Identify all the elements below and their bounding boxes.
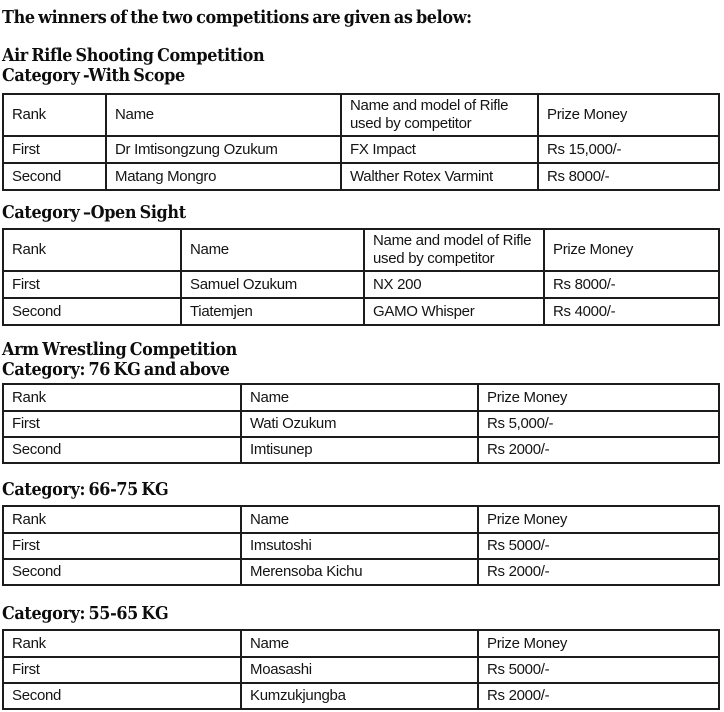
table-cell: Rs 8000/- — [537, 162, 720, 191]
column-header: Prize Money — [543, 228, 720, 272]
table-cell: Rs 5,000/- — [477, 410, 720, 438]
table-row: Second Imtisunep Rs 2000/- — [2, 436, 720, 464]
section-heading-arm-wrestling: Arm Wrestling Competition — [2, 339, 237, 360]
table-cell: Walther Rotex Varmint — [340, 162, 539, 191]
table-cell: Imtisunep — [240, 436, 479, 464]
winners-table-with-scope: Rank Name Name and model of Rifle used b… — [2, 93, 720, 191]
column-header: Prize Money — [477, 505, 720, 534]
table-row: First Wati Ozukum Rs 5,000/- — [2, 410, 720, 438]
table-cell: Rs 5000/- — [477, 532, 720, 560]
column-header: Name — [105, 93, 342, 137]
table-cell: Second — [2, 297, 182, 326]
table-cell: First — [2, 656, 242, 684]
table-cell: Samuel Ozukum — [180, 270, 365, 299]
winners-table-66-75kg: Rank Name Prize Money First Imsutoshi Rs… — [2, 505, 720, 586]
table-header-row: Rank Name Name and model of Rifle used b… — [2, 93, 720, 137]
table-row: First Imsutoshi Rs 5000/- — [2, 532, 720, 560]
table-cell: GAMO Whisper — [363, 297, 545, 326]
table-cell: Dr Imtisongzung Ozukum — [105, 135, 342, 164]
table-cell: Rs 2000/- — [477, 436, 720, 464]
table-cell: Wati Ozukum — [240, 410, 479, 438]
table-cell: Rs 4000/- — [543, 297, 720, 326]
table-row: Second Kumzukjungba Rs 2000/- — [2, 682, 720, 710]
table-cell: Moasashi — [240, 656, 479, 684]
category-heading-66-75kg: Category: 66-75 KG — [2, 479, 169, 500]
winners-table-open-sight: Rank Name Name and model of Rifle used b… — [2, 228, 720, 326]
table-cell: Second — [2, 558, 242, 586]
table-cell: Imsutoshi — [240, 532, 479, 560]
column-header: Rank — [2, 383, 242, 412]
table-cell: FX Impact — [340, 135, 539, 164]
table-cell: Rs 2000/- — [477, 558, 720, 586]
table-cell: First — [2, 410, 242, 438]
category-heading-55-65kg: Category: 55-65 KG — [2, 603, 169, 624]
column-header: Name — [240, 383, 479, 412]
table-header-row: Rank Name Name and model of Rifle used b… — [2, 228, 720, 272]
table-header-row: Rank Name Prize Money — [2, 383, 720, 412]
column-header: Name — [180, 228, 365, 272]
section-heading-air-rifle: Air Rifle Shooting Competition — [2, 45, 265, 66]
column-header: Rank — [2, 629, 242, 658]
table-cell: Second — [2, 162, 107, 191]
table-cell: Tiatemjen — [180, 297, 365, 326]
table-cell: First — [2, 270, 182, 299]
table-cell: Matang Mongro — [105, 162, 342, 191]
winners-table-76kg: Rank Name Prize Money First Wati Ozukum … — [2, 383, 720, 464]
table-cell: First — [2, 135, 107, 164]
table-row: First Samuel Ozukum NX 200 Rs 8000/- — [2, 270, 720, 299]
table-cell: Merensoba Kichu — [240, 558, 479, 586]
category-heading-76kg: Category: 76 KG and above — [2, 359, 230, 380]
table-header-row: Rank Name Prize Money — [2, 629, 720, 658]
table-cell: Rs 2000/- — [477, 682, 720, 710]
table-header-row: Rank Name Prize Money — [2, 505, 720, 534]
column-header: Prize Money — [477, 629, 720, 658]
category-heading-with-scope: Category -With Scope — [2, 65, 185, 86]
column-header: Prize Money — [537, 93, 720, 137]
table-cell: First — [2, 532, 242, 560]
table-row: First Dr Imtisongzung Ozukum FX Impact R… — [2, 135, 720, 164]
column-header: Name — [240, 629, 479, 658]
table-row: First Moasashi Rs 5000/- — [2, 656, 720, 684]
table-cell: Second — [2, 436, 242, 464]
table-cell: Rs 5000/- — [477, 656, 720, 684]
column-header: Rank — [2, 93, 107, 137]
column-header: Name — [240, 505, 479, 534]
table-cell: Rs 8000/- — [543, 270, 720, 299]
intro-text: The winners of the two competitions are … — [2, 7, 472, 28]
column-header: Prize Money — [477, 383, 720, 412]
table-row: Second Merensoba Kichu Rs 2000/- — [2, 558, 720, 586]
column-header: Name and model of Rifle used by competit… — [340, 93, 539, 137]
table-cell: NX 200 — [363, 270, 545, 299]
table-row: Second Tiatemjen GAMO Whisper Rs 4000/- — [2, 297, 720, 326]
table-cell: Kumzukjungba — [240, 682, 479, 710]
table-cell: Rs 15,000/- — [537, 135, 720, 164]
column-header: Rank — [2, 228, 182, 272]
category-heading-open-sight: Category –Open Sight — [2, 202, 186, 223]
table-row: Second Matang Mongro Walther Rotex Varmi… — [2, 162, 720, 191]
column-header: Rank — [2, 505, 242, 534]
winners-table-55-65kg: Rank Name Prize Money First Moasashi Rs … — [2, 629, 720, 710]
column-header: Name and model of Rifle used by competit… — [363, 228, 545, 272]
table-cell: Second — [2, 682, 242, 710]
